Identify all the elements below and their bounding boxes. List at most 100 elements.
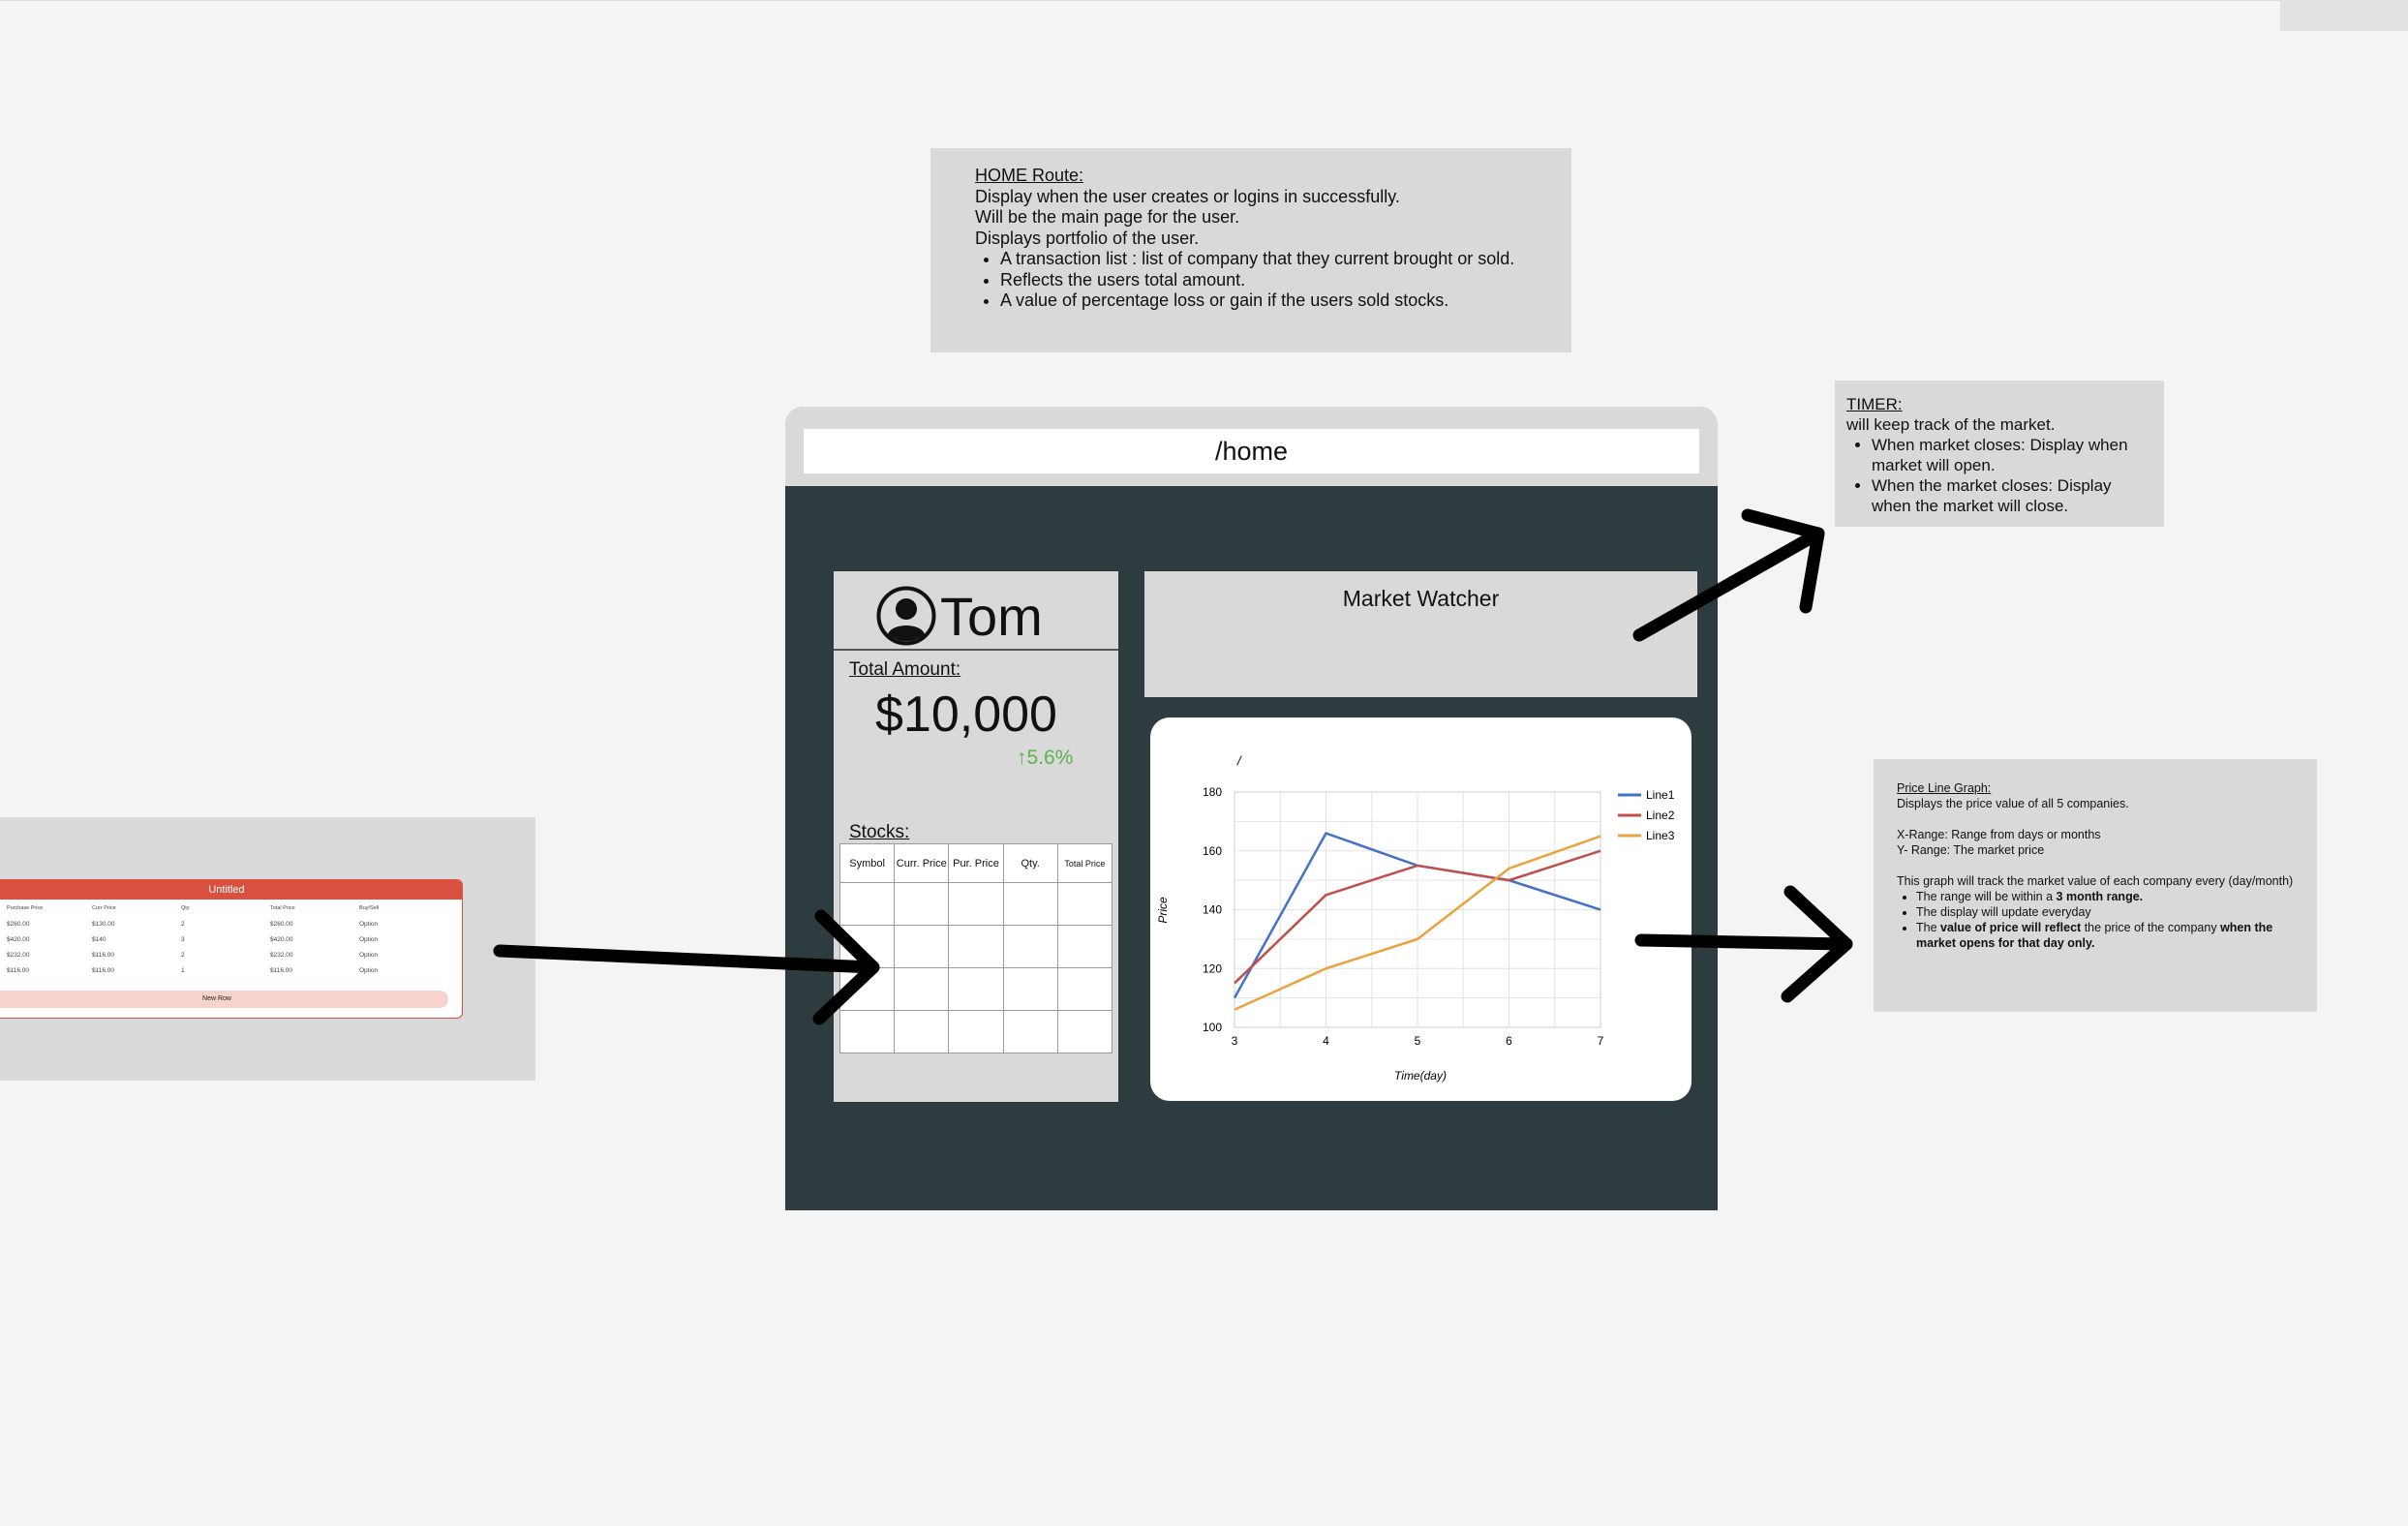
home-route-note: HOME Route: Display when the user create… [930,148,1571,352]
table-cell: Curr Price [92,905,116,911]
user-name: Tom [940,586,1043,647]
table-row[interactable] [838,1010,1113,1053]
table-cell[interactable]: Option [359,967,379,974]
table-row[interactable] [838,882,1113,926]
table-cell[interactable]: Option [359,936,379,943]
col-qty: Qty. [1002,843,1058,883]
y-tick-label: 180 [1203,785,1222,799]
untitled-table: Purchase Price Curr Price Qty Total Price Bu… [0,901,462,979]
y-tick-label: 120 [1203,961,1222,975]
x-tick-label: 5 [1415,1034,1421,1048]
y-tick-label: 160 [1203,844,1222,858]
table-cell: $116.00 [92,952,115,959]
chart-y-label: Price [1156,897,1170,924]
untitled-table-card: Untitled Purchase Price Curr Price Qty Tota… [0,879,463,1019]
stocks-header-row: Symbol Curr. Price Pur. Price Qty. Total… [838,843,1113,883]
x-tick-label: 6 [1506,1034,1512,1048]
table-cell: 2 [181,952,185,959]
untitled-title: Untitled [0,880,462,900]
profile-divider [834,649,1118,651]
table-row: $116.00 $116.00 1 $116.00 Option [0,963,462,979]
table-cell: $116.00 [270,967,293,974]
table-cell: Buy/Sell [359,905,380,911]
graph-note-bullets: The range will be within a 3 month range… [1897,889,2298,951]
new-row-button[interactable]: New Row [0,991,448,1008]
y-tick-label: 100 [1203,1021,1222,1034]
timer-note-bullets: When market closes: Display when market … [1846,435,2152,516]
top-border [0,0,2408,1]
table-cell: $116.00 [7,967,30,974]
graph-note-line: Displays the price value of all 5 compan… [1897,797,2129,810]
table-cell: $232.00 [7,952,30,959]
timer-note-bullet: When market closes: Display when market … [1872,435,2152,475]
table-row: $232.00 $116.00 2 $232.00 Option [0,948,462,963]
table-header-row: Purchase Price Curr Price Qty Total Price Bu… [0,901,462,917]
y-tick-label: 140 [1203,903,1222,917]
table-cell: 1 [181,967,185,974]
table-cell: $116.00 [92,967,115,974]
table-cell: Total Price [270,905,295,911]
chart-x-label: Time(day) [1394,1069,1447,1083]
table-cell: $232.00 [270,952,293,959]
graph-note-desc: This graph will track the market value o… [1897,874,2294,888]
table-cell[interactable]: Option [359,952,379,959]
percent-change: ↑5.6% [1017,747,1074,769]
corner-panel [2280,0,2408,31]
series-line-line2 [1234,849,1601,985]
table-cell: $420.00 [7,936,30,943]
home-note-bullet: Reflects the users total amount. [1000,270,1542,291]
col-pur-price: Pur. Price [948,843,1004,883]
table-row[interactable] [838,967,1113,1011]
table-cell: $130.00 [92,921,115,928]
total-amount-label: Total Amount: [849,659,961,680]
home-note-bullet: A value of percentage loss or gain if th… [1000,290,1542,312]
table-cell: $140 [92,936,107,943]
stocks-label: Stocks: [849,822,910,842]
graph-note-yrange: Y- Range: The market price [1897,843,2045,857]
market-watcher-panel [1144,571,1697,697]
legend-label: Line1 [1646,788,1675,802]
user-avatar-icon [876,586,936,646]
legend-label: Line3 [1646,829,1675,842]
table-cell[interactable]: Option [359,921,379,928]
x-tick-label: 4 [1323,1034,1329,1048]
url-bar[interactable]: /home [804,429,1699,473]
home-note-heading: HOME Route: [975,166,1084,185]
home-note-line: Will be the main page for the user. [975,207,1240,227]
table-cell: 2 [181,921,185,928]
chart-title: / [1236,753,1242,768]
home-note-line: Display when the user creates or logins … [975,186,1400,206]
graph-note-bullet: The display will update everyday [1916,904,2298,920]
home-note-bullet: A transaction list : list of company tha… [1000,249,1542,270]
table-cell: $260.00 [7,921,30,928]
graph-note-heading: Price Line Graph: [1897,781,1992,795]
market-watcher-title: Market Watcher [1342,586,1500,611]
table-cell: Purchase Price [7,905,44,911]
graph-note-bullet: The value of price will reflect the pric… [1916,920,2298,951]
total-amount-value: $10,000 [875,687,1057,743]
graph-note-bullet: The range will be within a 3 month range… [1916,889,2298,904]
timer-note-line: will keep track of the market. [1846,415,2056,434]
legend-label: Line2 [1646,809,1675,822]
timer-note: TIMER: will keep track of the market. Wh… [1835,381,2164,527]
table-row[interactable] [838,925,1113,968]
timer-note-heading: TIMER: [1846,395,1903,413]
graph-note-xrange: X-Range: Range from days or months [1897,828,2101,841]
table-row: $260.00 $130.00 2 $260.00 Option [0,917,462,932]
stocks-table: Symbol Curr. Price Pur. Price Qty. Total… [838,843,1113,1053]
home-note-bullets: A transaction list : list of company tha… [975,249,1542,312]
x-tick-label: 7 [1598,1034,1604,1048]
series-line-line3 [1234,835,1601,1011]
table-cell: $260.00 [270,921,293,928]
table-cell: 3 [181,936,185,943]
col-total-price: Total Price [1056,843,1113,883]
timer-note-bullet: When the market closes: Display when the… [1872,475,2152,516]
col-curr-price: Curr. Price [894,843,950,883]
price-line-chart: 3 4 5 6 7 100 120 140 160 180 Line1 Line2 Line3 / T… [1156,753,1675,1083]
table-cell: Qty [181,905,190,911]
col-symbol: Symbol [838,843,896,883]
table-cell: $420.00 [270,936,293,943]
table-row: $420.00 $140 3 $420.00 Option [0,932,462,948]
x-tick-label: 3 [1232,1034,1238,1048]
price-graph-note: Price Line Graph: Displays the price val… [1874,759,2317,1012]
